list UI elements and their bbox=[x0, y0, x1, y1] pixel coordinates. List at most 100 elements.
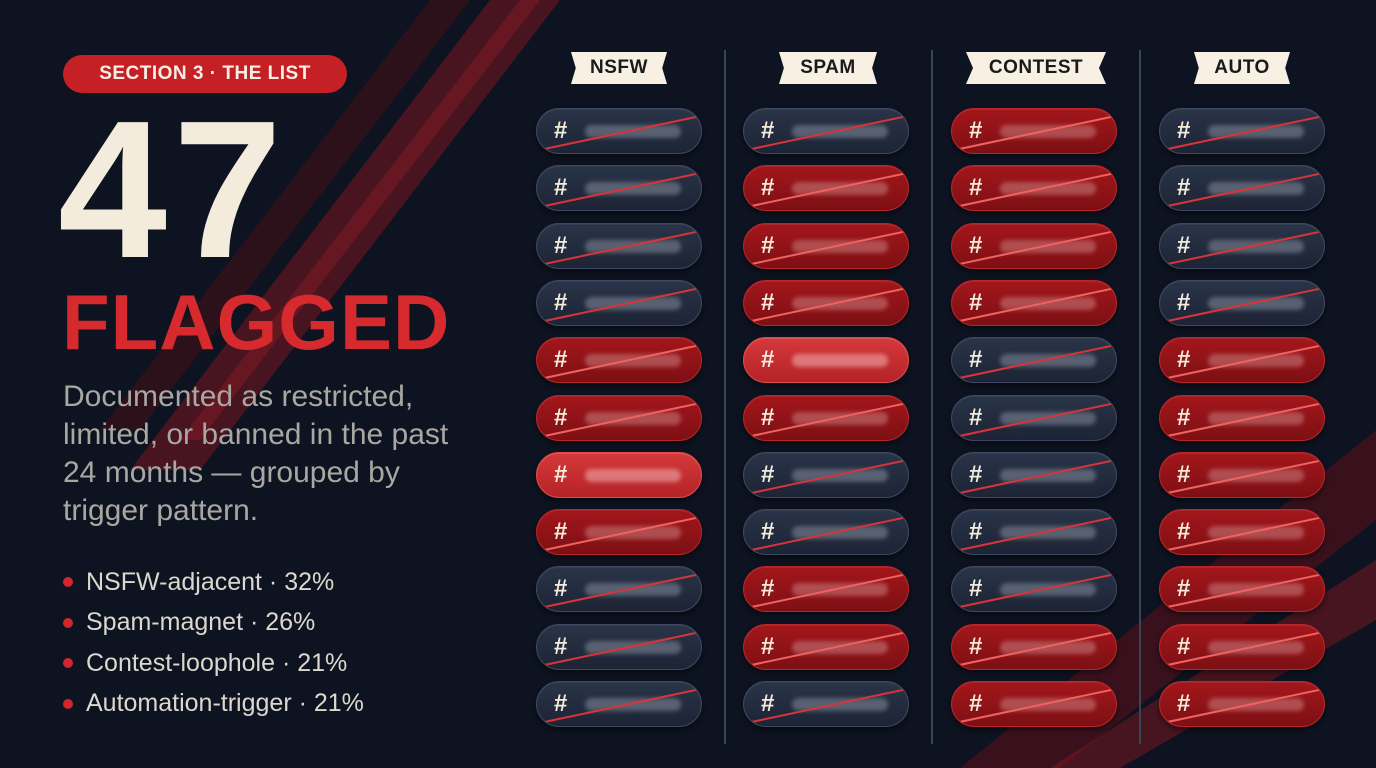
stat-item: NSFW-adjacent · 32% bbox=[63, 562, 364, 603]
hashtag-pill: # bbox=[1159, 681, 1325, 727]
redacted-text bbox=[585, 526, 681, 539]
hashtag-pill: # bbox=[743, 681, 909, 727]
hash-icon: # bbox=[1177, 633, 1191, 660]
hashtag-pill: # bbox=[743, 280, 909, 326]
hash-icon: # bbox=[761, 518, 775, 545]
hashtag-pill: # bbox=[951, 452, 1117, 498]
hash-icon: # bbox=[554, 518, 568, 545]
redacted-text bbox=[792, 354, 888, 367]
column-divider bbox=[724, 50, 726, 744]
redacted-text bbox=[792, 240, 888, 253]
redacted-text bbox=[585, 297, 681, 310]
hashtag-pill: # bbox=[743, 624, 909, 670]
hash-icon: # bbox=[1177, 346, 1191, 373]
hash-icon: # bbox=[761, 461, 775, 488]
redacted-text bbox=[792, 182, 888, 195]
hashtag-pill: # bbox=[536, 395, 702, 441]
hash-icon: # bbox=[554, 346, 568, 373]
redacted-text bbox=[1000, 698, 1096, 711]
redacted-text bbox=[1208, 469, 1304, 482]
hashtag-pill: # bbox=[1159, 395, 1325, 441]
hash-icon: # bbox=[1177, 174, 1191, 201]
hash-icon: # bbox=[554, 289, 568, 316]
hashtag-pill: # bbox=[536, 452, 702, 498]
redacted-text bbox=[1000, 469, 1096, 482]
hashtag-pill: # bbox=[1159, 223, 1325, 269]
hash-icon: # bbox=[761, 690, 775, 717]
hashtag-pill: # bbox=[951, 337, 1117, 383]
redacted-text bbox=[1208, 698, 1304, 711]
redacted-text bbox=[585, 469, 681, 482]
redacted-text bbox=[792, 641, 888, 654]
hashtag-pill: # bbox=[743, 395, 909, 441]
hashtag-pill: # bbox=[951, 681, 1117, 727]
column-header-nsfw: NSFW bbox=[571, 52, 667, 84]
column-header-spam: SPAM bbox=[779, 52, 877, 84]
hash-icon: # bbox=[761, 346, 775, 373]
hashtag-pill: # bbox=[1159, 280, 1325, 326]
hash-icon: # bbox=[554, 461, 568, 488]
stat-label: Contest-loophole · 21% bbox=[86, 648, 348, 677]
hashtag-pill: # bbox=[536, 566, 702, 612]
hash-icon: # bbox=[1177, 461, 1191, 488]
redacted-text bbox=[1208, 412, 1304, 425]
section-badge: SECTION 3 · THE LIST bbox=[63, 55, 347, 93]
hash-icon: # bbox=[554, 690, 568, 717]
hash-icon: # bbox=[969, 633, 983, 660]
column-header-contest: CONTEST bbox=[966, 52, 1106, 84]
hash-icon: # bbox=[1177, 518, 1191, 545]
description-text: Documented as restricted, limited, or ba… bbox=[63, 380, 449, 527]
hashtag-pill: # bbox=[536, 337, 702, 383]
stat-item: Contest-loophole · 21% bbox=[63, 643, 364, 684]
hashtag-pill: # bbox=[743, 165, 909, 211]
hashtag-pill: # bbox=[1159, 624, 1325, 670]
redacted-text bbox=[1208, 354, 1304, 367]
redacted-text bbox=[1000, 412, 1096, 425]
hashtag-pill: # bbox=[536, 624, 702, 670]
hashtag-pill: # bbox=[536, 681, 702, 727]
redacted-text bbox=[1208, 297, 1304, 310]
redacted-text bbox=[1000, 297, 1096, 310]
redacted-text bbox=[585, 698, 681, 711]
redacted-text bbox=[1000, 526, 1096, 539]
bullet-dot-icon bbox=[63, 698, 73, 709]
hashtag-pill: # bbox=[743, 452, 909, 498]
hash-icon: # bbox=[1177, 232, 1191, 259]
hash-icon: # bbox=[1177, 117, 1191, 144]
hashtag-pill: # bbox=[1159, 509, 1325, 555]
redacted-text bbox=[1000, 583, 1096, 596]
bullet-dot-icon bbox=[63, 617, 73, 628]
hash-icon: # bbox=[969, 461, 983, 488]
hashtag-pill: # bbox=[743, 108, 909, 154]
redacted-text bbox=[585, 641, 681, 654]
hashtag-pill: # bbox=[951, 624, 1117, 670]
redacted-text bbox=[585, 125, 681, 138]
hash-icon: # bbox=[761, 404, 775, 431]
hashtag-pill: # bbox=[536, 509, 702, 555]
hash-icon: # bbox=[554, 575, 568, 602]
hashtag-pill: # bbox=[1159, 337, 1325, 383]
hashtag-pill: # bbox=[743, 337, 909, 383]
redacted-text bbox=[792, 412, 888, 425]
redacted-text bbox=[792, 469, 888, 482]
redacted-text bbox=[792, 583, 888, 596]
hash-icon: # bbox=[1177, 690, 1191, 717]
redacted-text bbox=[585, 583, 681, 596]
hash-icon: # bbox=[554, 174, 568, 201]
hashtag-pill: # bbox=[951, 165, 1117, 211]
hashtag-pill: # bbox=[951, 280, 1117, 326]
hash-icon: # bbox=[969, 346, 983, 373]
column-header-auto: AUTO bbox=[1194, 52, 1290, 84]
hash-icon: # bbox=[1177, 404, 1191, 431]
hash-icon: # bbox=[761, 575, 775, 602]
hash-icon: # bbox=[969, 232, 983, 259]
hashtag-pill: # bbox=[1159, 108, 1325, 154]
hash-icon: # bbox=[761, 232, 775, 259]
redacted-text bbox=[792, 526, 888, 539]
redacted-text bbox=[1000, 641, 1096, 654]
flagged-count: 47 bbox=[58, 80, 289, 299]
trigger-stats-list: NSFW-adjacent · 32% Spam-magnet · 26% Co… bbox=[63, 562, 364, 724]
hashtag-pill: # bbox=[951, 395, 1117, 441]
hash-icon: # bbox=[1177, 575, 1191, 602]
hash-icon: # bbox=[761, 289, 775, 316]
